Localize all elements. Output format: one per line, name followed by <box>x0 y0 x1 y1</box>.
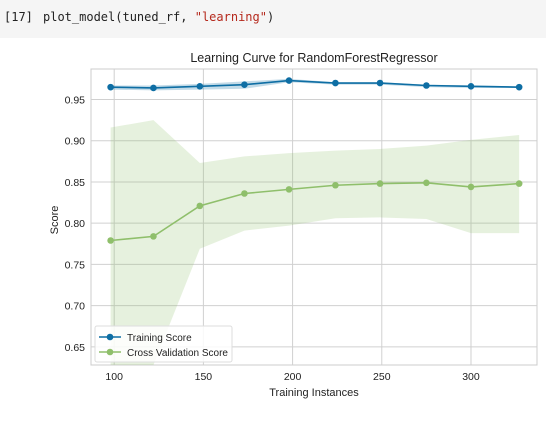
training-score-line <box>110 79 520 89</box>
y-tick-label: 0.65 <box>65 342 86 354</box>
chart-title: Learning Curve for RandomForestRegressor <box>190 51 437 65</box>
training-score-point <box>241 81 248 88</box>
code-string-literal: "learning" <box>194 10 267 24</box>
cv-score-point <box>515 180 523 187</box>
x-axis-label: Training Instances <box>269 387 359 399</box>
code-cell[interactable]: [17] plot_model(tuned_rf, "learning") <box>0 0 546 38</box>
training-score-point <box>332 79 339 87</box>
y-tick-label: 0.80 <box>65 218 86 230</box>
y-tick-label: 0.75 <box>65 259 86 271</box>
series-lines <box>110 79 520 242</box>
training-score-point <box>107 83 114 91</box>
training-score-point <box>376 79 384 87</box>
confidence-bands <box>110 78 520 365</box>
y-tick-label: 0.85 <box>65 177 86 189</box>
cv-score-point <box>376 180 384 187</box>
cv-score-point <box>332 181 339 189</box>
training-score-point <box>150 84 157 92</box>
cv-score-point <box>150 233 157 240</box>
y-tick-label: 0.70 <box>65 301 86 313</box>
training-score-band <box>110 78 520 91</box>
y-tick-label: 0.90 <box>65 136 86 148</box>
cv-score-point <box>467 183 475 191</box>
legend-marker-training <box>106 333 114 341</box>
legend: Training Score Cross Validation Score <box>94 325 233 363</box>
cell-code[interactable]: plot_model(tuned_rf, "learning") <box>43 10 274 24</box>
training-score-point <box>515 83 523 91</box>
training-score-point <box>285 77 293 84</box>
training-score-point <box>423 82 430 89</box>
y-tick-labels: 0.65 0.70 0.75 0.80 0.85 0.90 0.95 <box>65 95 86 354</box>
plot-area <box>90 68 538 366</box>
x-tick-label: 250 <box>373 371 391 383</box>
grid <box>91 69 537 365</box>
cv-score-point <box>196 202 204 210</box>
cv-score-line <box>110 181 520 242</box>
cv-score-point <box>107 237 114 244</box>
legend-marker-cv <box>106 348 114 356</box>
legend-label-training: Training Score <box>127 333 192 344</box>
x-tick-labels: 100 150 200 250 300 <box>105 371 479 383</box>
x-tick-label: 100 <box>105 371 123 383</box>
legend-box <box>94 325 233 363</box>
cv-score-point <box>423 179 430 187</box>
legend-label-cv: Cross Validation Score <box>127 348 228 359</box>
cv-score-point <box>285 186 293 193</box>
code-text: plot_model(tuned_rf, <box>43 10 195 24</box>
y-tick-label: 0.95 <box>65 95 86 107</box>
x-tick-label: 200 <box>284 371 302 383</box>
learning-curve-chart: Learning Curve for RandomForestRegressor… <box>49 51 538 399</box>
training-score-point <box>196 83 204 90</box>
cell-prompt: [17] <box>4 10 33 24</box>
code-text-end: ) <box>266 10 275 24</box>
training-score-point <box>467 83 475 90</box>
x-tick-label: 300 <box>462 371 480 383</box>
x-tick-label: 150 <box>195 371 213 383</box>
cv-score-point <box>241 190 248 197</box>
y-axis-label: Score <box>49 206 61 235</box>
cv-score-band <box>110 120 520 365</box>
series-points <box>107 77 523 244</box>
